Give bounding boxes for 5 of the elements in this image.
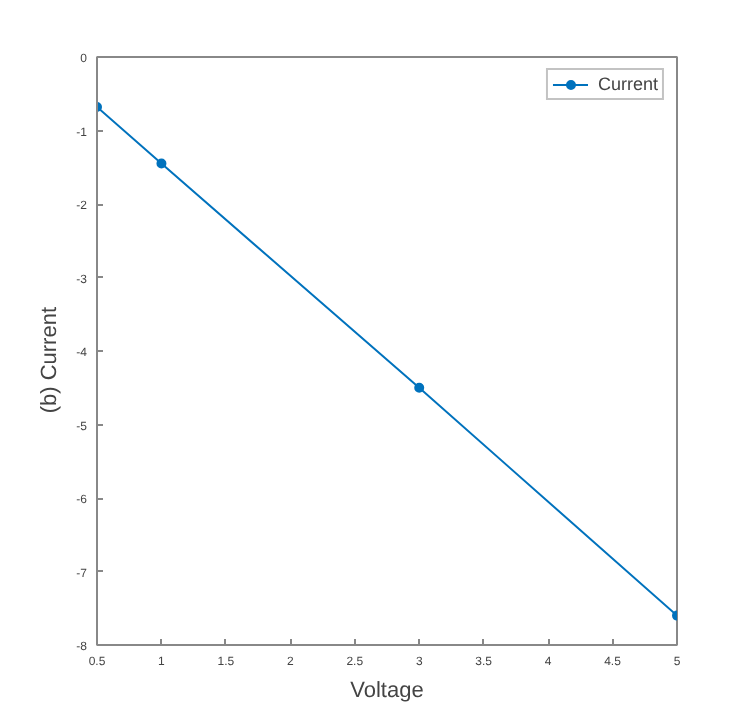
x-axis-title: Voltage: [350, 679, 424, 703]
point: [414, 382, 425, 393]
point: [156, 158, 167, 169]
legend-label: Current: [597, 74, 658, 94]
y-axis-title: (b) Current: [38, 306, 63, 414]
